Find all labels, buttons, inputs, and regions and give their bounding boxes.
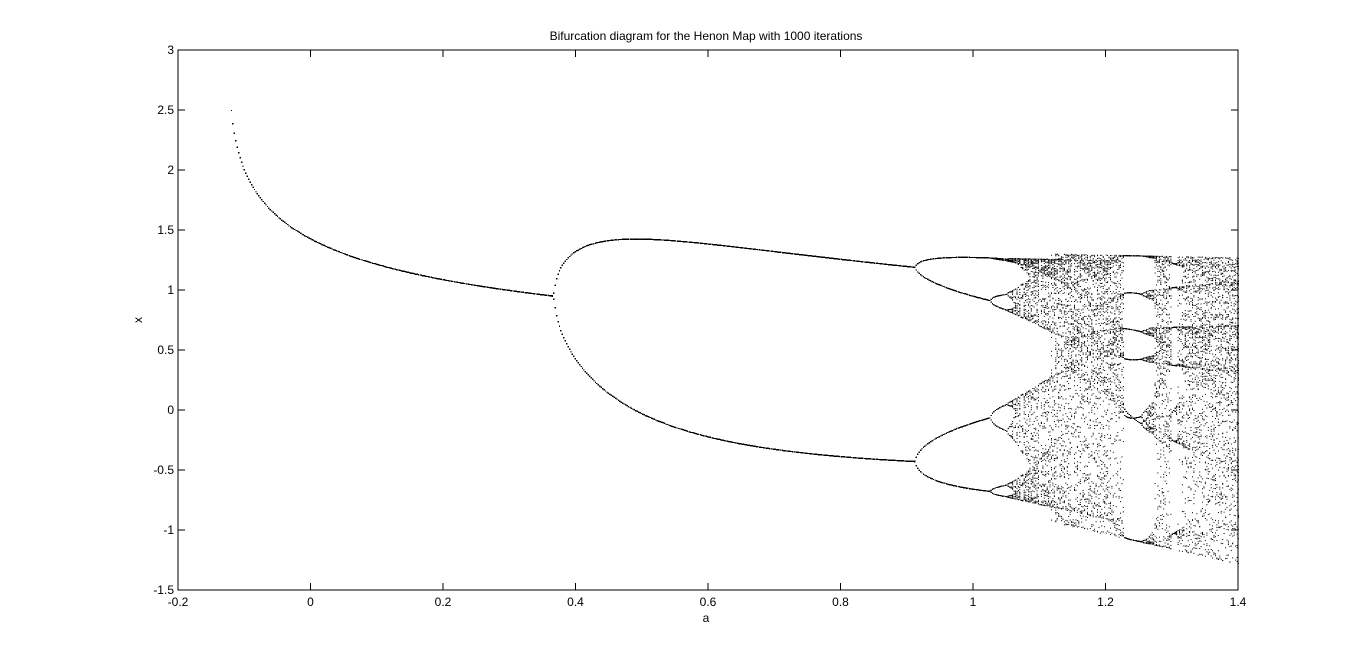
chart-title: Bifurcation diagram for the Henon Map wi… bbox=[550, 29, 863, 43]
data-point bbox=[251, 184, 252, 185]
data-point bbox=[254, 189, 255, 190]
data-point bbox=[241, 162, 242, 163]
data-point bbox=[234, 133, 235, 134]
data-point bbox=[267, 206, 268, 207]
data-point bbox=[250, 182, 251, 183]
data-point bbox=[297, 231, 298, 232]
data-point bbox=[270, 209, 271, 210]
data-point bbox=[294, 229, 295, 230]
data-point bbox=[263, 201, 264, 202]
data-point bbox=[289, 225, 290, 226]
data-point bbox=[306, 236, 307, 237]
data-point bbox=[273, 212, 274, 213]
data-point bbox=[277, 216, 278, 217]
data-point bbox=[264, 203, 265, 204]
data-point bbox=[291, 227, 292, 228]
data-point bbox=[238, 152, 239, 153]
data-point bbox=[231, 110, 232, 111]
data-point bbox=[266, 204, 267, 205]
data-point bbox=[293, 228, 294, 229]
data-point bbox=[243, 166, 244, 167]
data-point bbox=[271, 211, 272, 212]
data-point bbox=[287, 224, 288, 225]
data-point bbox=[284, 222, 285, 223]
data-point bbox=[274, 213, 275, 214]
data-point bbox=[280, 218, 281, 219]
data-point bbox=[258, 195, 259, 196]
data-point bbox=[302, 234, 303, 235]
data-point bbox=[281, 220, 282, 221]
data-point bbox=[296, 230, 297, 231]
data-point bbox=[290, 226, 291, 227]
data-point bbox=[245, 173, 246, 174]
data-point bbox=[248, 179, 249, 180]
data-point bbox=[244, 169, 245, 170]
data-point bbox=[247, 176, 248, 177]
data-point bbox=[253, 187, 254, 188]
data-point bbox=[286, 223, 287, 224]
data-point bbox=[257, 193, 258, 194]
data-point bbox=[256, 191, 257, 192]
data-point bbox=[268, 208, 269, 209]
data-point bbox=[279, 217, 280, 218]
data-point bbox=[276, 215, 277, 216]
data-point bbox=[232, 123, 233, 124]
data-point bbox=[240, 157, 241, 158]
data-point bbox=[237, 147, 238, 148]
data-point bbox=[283, 221, 284, 222]
data-point bbox=[235, 140, 236, 141]
data-point bbox=[304, 235, 305, 236]
data-point bbox=[299, 232, 300, 233]
data-point bbox=[261, 199, 262, 200]
data-point bbox=[300, 233, 301, 234]
data-point bbox=[303, 234, 304, 235]
data-point bbox=[260, 197, 261, 198]
